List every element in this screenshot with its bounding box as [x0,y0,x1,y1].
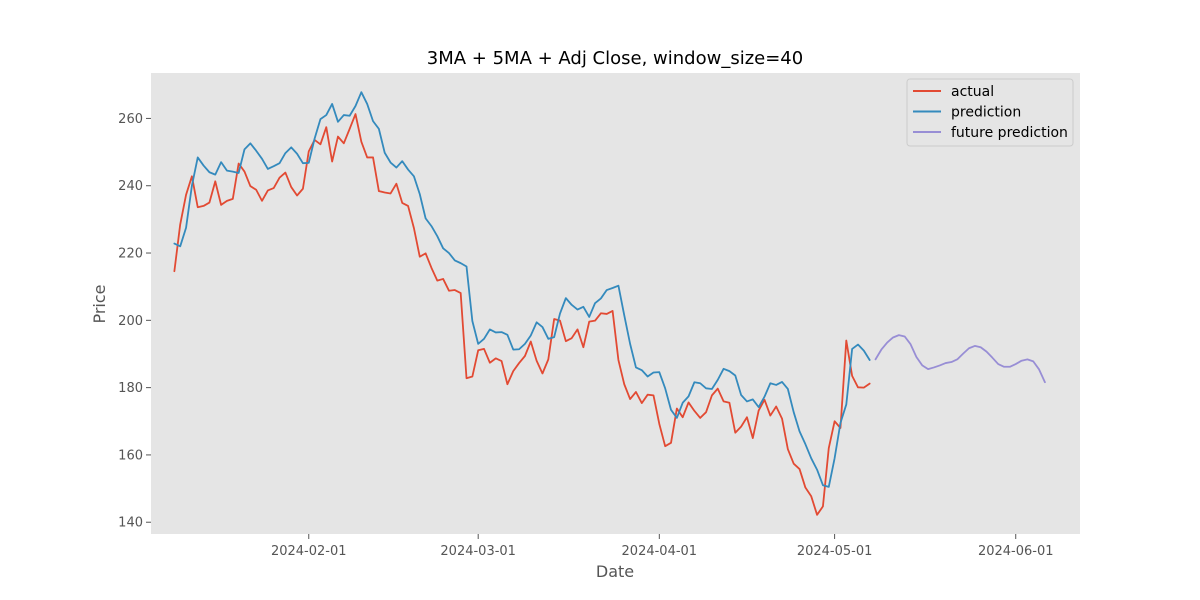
chart-title: 3MA + 5MA + Adj Close, window_size=40 [427,48,803,69]
x-tick-label: 2024-03-01 [440,544,516,559]
series-line-actual [173,113,871,516]
legend-label: prediction [951,105,1021,121]
y-tick-label: 140 [118,516,143,531]
legend-box [906,78,1074,147]
legend-label: future prediction [951,125,1068,141]
series-line-prediction [173,91,871,488]
y-tick-label: 240 [118,179,143,194]
plot-area [151,73,1080,534]
x-tick-label: 2024-05-01 [797,544,873,559]
y-tick-label: 160 [118,448,143,463]
y-tick-label: 220 [118,247,143,262]
y-tick-label: 180 [118,381,143,396]
y-axis-label: Price [90,284,109,323]
x-tick-label: 2024-02-01 [271,544,347,559]
series-layer [173,91,1046,516]
legend: actual prediction future prediction [906,78,1074,147]
y-axis: 140 160 180 200 220 240 260 [118,112,151,531]
x-axis-label: Date [596,562,634,581]
legend-label: actual [951,84,994,100]
x-axis: 2024-02-01 2024-03-01 2024-04-01 2024-05-01… [271,534,1054,559]
x-tick-label: 2024-04-01 [622,544,698,559]
y-tick-label: 260 [118,112,143,127]
x-tick-label: 2024-06-01 [978,544,1054,559]
series-line-future-prediction [874,334,1046,384]
y-tick-label: 200 [118,314,143,329]
